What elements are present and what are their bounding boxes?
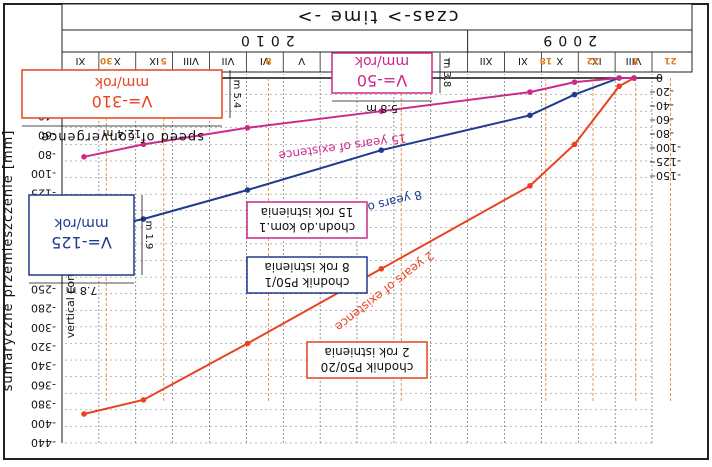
series-point xyxy=(244,124,251,131)
series-label-line1: chodn.do kom.1 xyxy=(259,220,355,234)
speed-box xyxy=(28,194,135,276)
day-mark-label: 18 xyxy=(540,55,553,65)
series-point xyxy=(140,141,147,148)
x-title-band xyxy=(61,3,693,31)
series-point xyxy=(378,265,385,272)
day-mark-label: 3 xyxy=(633,55,639,65)
month-tick-label: VI xyxy=(260,55,270,66)
right-tick-label: -320 xyxy=(31,340,56,353)
speed-unit: mm/rok xyxy=(354,53,409,69)
right-tick-label: -360 xyxy=(31,378,56,391)
month-tick-label: I xyxy=(448,55,451,66)
year-label-2009: 2009 xyxy=(537,32,597,48)
axes: VIIIIXXXIXIIIIIIIIIVVVIVIIVIIIIXXXI20092… xyxy=(1,3,693,449)
width-label: 7.8 m xyxy=(66,284,98,297)
left-tick-label: -80 xyxy=(656,127,674,140)
left-tick-label: -20 xyxy=(656,85,674,98)
month-tick-label: XI xyxy=(518,55,528,66)
month-tick-label: XII xyxy=(480,55,493,66)
month-tick-label: X xyxy=(556,55,563,66)
day-mark-label: 5 xyxy=(161,55,167,65)
rotated-chart-group: VIIIIXXXIXIIIIIIIIIVVVIVIIVIIIIXXXI20092… xyxy=(1,3,709,460)
right-tick-label: -60 xyxy=(38,129,56,142)
series-point xyxy=(378,108,385,114)
left-tick-label: -100 xyxy=(656,141,681,154)
speed-value: V=-50 xyxy=(357,71,407,90)
right-tick-label: -300 xyxy=(31,321,56,334)
left-tick-label: -60 xyxy=(656,113,674,126)
left-tick-label: -150 xyxy=(656,169,681,182)
right-tick-label: -380 xyxy=(31,398,56,411)
series-point xyxy=(571,141,578,148)
height-label: m 5.4 xyxy=(231,80,242,109)
height-label: m 1.9 xyxy=(143,221,154,250)
height-label: m 3.8 xyxy=(441,59,452,88)
day-mark-label: 30 xyxy=(100,55,113,65)
month-tick-label: IX xyxy=(592,55,602,66)
series-label-line1: chodnik P50/20 xyxy=(321,360,414,374)
series-label-line2: 2 rok istnienia xyxy=(324,345,409,359)
month-tick-label: IX xyxy=(149,55,159,66)
day-mark-label: 8 xyxy=(265,55,271,65)
day-mark-label: 22 xyxy=(587,55,600,65)
series-point xyxy=(616,83,622,90)
month-tick-label: V xyxy=(298,55,305,66)
series-point xyxy=(244,187,251,193)
series-point xyxy=(140,397,147,403)
left-tick-label: -125 xyxy=(656,155,681,168)
speed-caption: speed of convergence xyxy=(40,129,204,144)
series-lines xyxy=(81,75,637,417)
speed-boxes: V=-310 mm/rok 12.4 m m 5.4 V=-50 mm/rok 5.8 m m… xyxy=(21,52,452,297)
right-tick-label: -80 xyxy=(38,148,56,161)
series-point xyxy=(527,89,533,95)
series-point xyxy=(527,112,533,119)
series-point xyxy=(527,183,533,189)
speed-unit: mm/rok xyxy=(54,215,109,231)
speed-box xyxy=(21,69,223,119)
series-line xyxy=(83,77,634,233)
right-tick-label: -400 xyxy=(31,417,56,430)
speed-value: V=-125 xyxy=(51,233,112,252)
month-tick-label: VII xyxy=(222,55,235,66)
x-axis-title: czas-> time -> xyxy=(295,6,458,27)
right-tick-label: -100 xyxy=(31,167,56,180)
series-point xyxy=(244,340,251,347)
series-point xyxy=(631,75,637,81)
left-tick-label: -40 xyxy=(656,99,674,112)
right-axis-title: sumaryczne przemieszczenie [mm] xyxy=(1,130,16,392)
right-tick-label: -250 xyxy=(31,282,56,295)
month-tick-label: VIII xyxy=(626,55,642,66)
right-tick-label: -340 xyxy=(31,359,56,372)
year-label-2010: 2010 xyxy=(235,32,295,48)
month-tick-label: VIII xyxy=(183,55,199,66)
speed-value: V=-310 xyxy=(92,92,153,111)
month-tick-label: X xyxy=(114,55,121,66)
series-label-box xyxy=(246,201,368,239)
series-point xyxy=(616,75,622,81)
series-point xyxy=(81,411,87,417)
series-label-line1: chodnik P50/1 xyxy=(264,275,349,289)
day-mark-label: 21 xyxy=(664,55,677,65)
series-point xyxy=(81,154,87,160)
right-tick-label: -280 xyxy=(31,302,56,315)
series-point xyxy=(571,91,578,98)
width-label: 12.4 m xyxy=(103,127,142,140)
series-point xyxy=(378,147,385,153)
speed-box xyxy=(331,52,433,94)
speed-unit: mm/rok xyxy=(94,74,149,90)
series-line xyxy=(83,77,634,158)
series-line xyxy=(83,77,635,415)
series-label-line2: 8 rok istnienia xyxy=(264,260,349,274)
width-label: 5.8 m xyxy=(366,102,398,115)
series-label-box xyxy=(246,256,368,294)
series-label-box xyxy=(306,341,428,379)
right-tick-label: -440 xyxy=(31,436,56,449)
left-tick-label: 0 xyxy=(656,71,663,84)
month-tick-label: XI xyxy=(76,55,86,66)
series-point xyxy=(571,79,578,85)
series-label-line2: 15 rok istnienia xyxy=(261,205,354,219)
